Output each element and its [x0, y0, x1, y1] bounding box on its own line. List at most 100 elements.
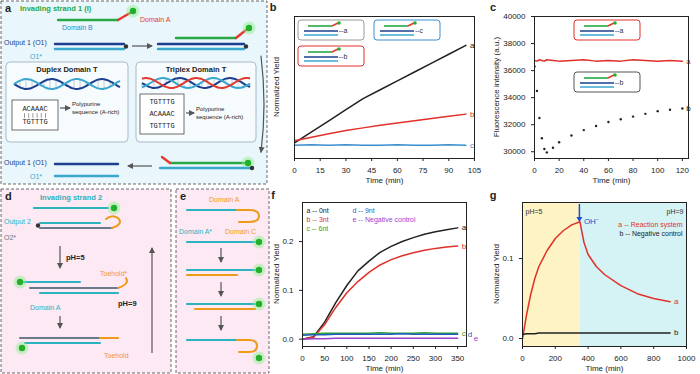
svg-text:Output 1 (O1): Output 1 (O1) [4, 159, 47, 167]
svg-text:0.2: 0.2 [282, 237, 294, 246]
svg-text:b: b [674, 328, 679, 337]
svg-text:34000: 34000 [503, 93, 526, 102]
svg-text:Polypurine: Polypurine [196, 106, 225, 112]
svg-text:pH=5: pH=5 [66, 253, 85, 262]
svg-text:Domain A: Domain A [209, 196, 240, 203]
svg-text:OH⁻: OH⁻ [584, 217, 599, 226]
svg-text:120: 120 [676, 166, 690, 175]
svg-text:800: 800 [647, 354, 661, 363]
svg-text:Normalized Yield: Normalized Yield [492, 244, 501, 304]
svg-text:b: b [462, 242, 467, 251]
svg-text:0: 0 [532, 166, 537, 175]
svg-text:a: a [462, 223, 467, 232]
svg-text:60: 60 [604, 166, 613, 175]
svg-text:b: b [270, 1, 277, 13]
svg-text:Polypurine: Polypurine [72, 101, 101, 107]
svg-text:250: 250 [407, 354, 421, 363]
svg-text:150: 150 [362, 354, 376, 363]
svg-text:TGTTTG: TGTTTG [149, 98, 174, 106]
svg-text:c: c [462, 329, 466, 338]
svg-text:Normalized Yield: Normalized Yield [272, 57, 281, 117]
svg-text:38000: 38000 [503, 39, 526, 48]
svg-text:Invading strand 1 (I): Invading strand 1 (I) [20, 4, 92, 13]
svg-text:--a: --a [615, 27, 624, 34]
svg-text:c: c [490, 1, 496, 13]
svg-text:100: 100 [340, 354, 354, 363]
svg-text:45: 45 [367, 166, 376, 175]
svg-text:d: d [5, 190, 12, 202]
svg-text:--a: --a [339, 27, 348, 34]
svg-text:ACAAAC: ACAAAC [22, 105, 47, 113]
svg-text:Time (min): Time (min) [593, 176, 631, 185]
svg-text:36000: 36000 [503, 66, 526, 75]
svg-text:Output 2: Output 2 [4, 218, 31, 226]
svg-text:400: 400 [581, 354, 595, 363]
svg-text:e: e [180, 190, 186, 202]
svg-text:Domain A: Domain A [30, 304, 61, 311]
svg-text:pH=9: pH=9 [667, 208, 684, 216]
svg-text:0: 0 [300, 354, 305, 363]
svg-text:105: 105 [468, 166, 482, 175]
svg-text:30000: 30000 [503, 147, 526, 156]
svg-text:Domain A: Domain A [140, 16, 171, 23]
svg-text:75: 75 [419, 166, 428, 175]
svg-text:Domain C: Domain C [225, 228, 256, 235]
svg-text:Triplex Domain T: Triplex Domain T [166, 65, 227, 74]
svg-text:Domain A*: Domain A* [179, 228, 212, 235]
svg-text:50: 50 [320, 354, 329, 363]
svg-text:c: c [470, 141, 474, 150]
svg-text:Invading strand 2: Invading strand 2 [40, 193, 102, 202]
svg-text:--b: --b [615, 79, 624, 86]
svg-text:--b: --b [339, 53, 348, 60]
svg-text:TGTTTG: TGTTTG [149, 122, 174, 130]
svg-text:Normalized Yield: Normalized Yield [272, 244, 281, 304]
svg-text:O1*: O1* [30, 53, 42, 60]
svg-text:40000: 40000 [503, 12, 526, 21]
svg-text:40: 40 [579, 166, 588, 175]
svg-text:sequence (A-rich): sequence (A-rich) [72, 109, 119, 115]
svg-text:Time (min): Time (min) [366, 176, 404, 185]
svg-text:Time (min): Time (min) [586, 364, 624, 373]
svg-text:f: f [271, 189, 275, 201]
svg-text:a: a [5, 2, 12, 14]
svg-text:0: 0 [520, 354, 525, 363]
svg-text:b -- Negative control: b -- Negative control [619, 230, 682, 238]
svg-text:c -- 6nt: c -- 6nt [307, 225, 329, 232]
svg-text:20: 20 [555, 166, 564, 175]
svg-text:g: g [490, 189, 496, 201]
svg-text:0.0: 0.0 [282, 335, 294, 344]
svg-text:d: d [468, 330, 472, 339]
svg-text:Time (min): Time (min) [366, 364, 404, 373]
svg-text:200: 200 [384, 354, 398, 363]
svg-text:0.0: 0.0 [502, 334, 514, 343]
svg-text:Fluorescence intensity (a.u.): Fluorescence intensity (a.u.) [492, 36, 501, 137]
svg-text:Toehold: Toehold [104, 352, 129, 359]
svg-text:a -- Reaction system: a -- Reaction system [618, 221, 682, 229]
svg-text:32000: 32000 [503, 120, 526, 129]
svg-text:80: 80 [629, 166, 638, 175]
svg-text:90: 90 [444, 166, 453, 175]
svg-text:Domain B: Domain B [62, 24, 93, 31]
svg-text:O2*: O2* [4, 234, 16, 241]
svg-text:b -- 3nt: b -- 3nt [307, 216, 329, 223]
svg-text:0.1: 0.1 [282, 286, 294, 295]
svg-text:a -- 0nt: a -- 0nt [307, 207, 329, 214]
svg-text:200: 200 [549, 354, 563, 363]
svg-text:sequence (A-rich): sequence (A-rich) [196, 114, 243, 120]
svg-text:a: a [674, 297, 679, 306]
svg-text:e: e [474, 334, 479, 343]
svg-text:TGTTTG: TGTTTG [22, 118, 47, 126]
svg-text:15: 15 [316, 166, 325, 175]
svg-text:0: 0 [292, 166, 297, 175]
svg-text:100: 100 [651, 166, 665, 175]
svg-text:350: 350 [451, 354, 465, 363]
svg-text:Duplex Domain T: Duplex Domain T [36, 65, 98, 74]
svg-text:Toehold*: Toehold* [100, 270, 128, 277]
svg-text:e -- Negative control: e -- Negative control [353, 216, 416, 224]
svg-text:30: 30 [341, 166, 350, 175]
svg-text:ACAAAC: ACAAAC [149, 110, 174, 118]
svg-text:600: 600 [614, 354, 628, 363]
svg-text:Output 1 (O1): Output 1 (O1) [4, 39, 47, 47]
svg-text:pH=5: pH=5 [526, 208, 543, 216]
svg-text:O1*: O1* [30, 173, 42, 180]
